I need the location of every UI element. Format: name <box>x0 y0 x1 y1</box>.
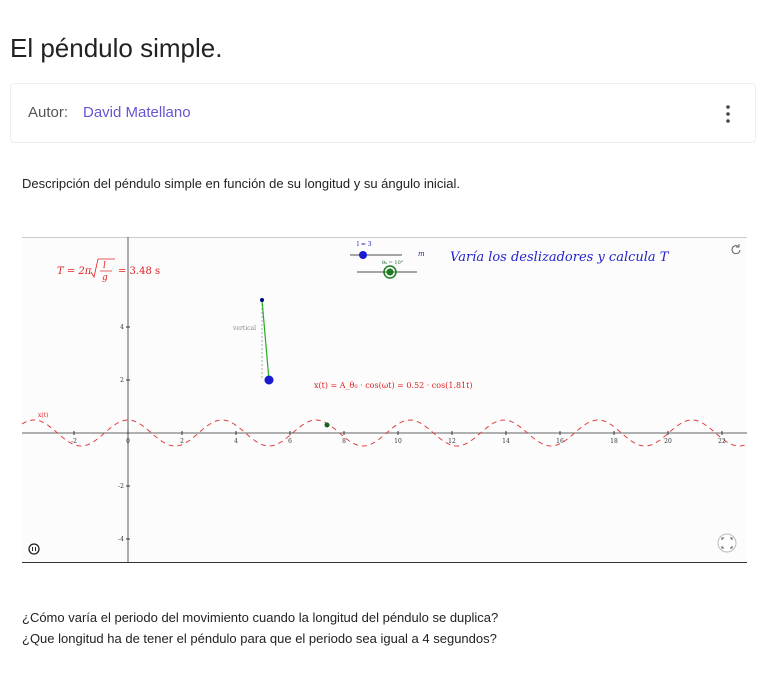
formula-lhs: T = 2π <box>57 266 92 277</box>
x-tick-label: 22 <box>718 438 726 445</box>
radical <box>90 258 115 279</box>
x-tick-label: 8 <box>342 438 346 445</box>
x-tick-label: 6 <box>288 438 292 445</box>
author-label: Autor: <box>28 104 69 121</box>
position-formula: x(t) = A_θ₀ · cos(ωt) = 0.52 · cos(1.81t… <box>314 381 472 390</box>
unit: m <box>418 250 425 258</box>
slider-handle[interactable] <box>383 265 397 279</box>
x-tick-label: 0 <box>126 438 130 445</box>
x-tick-label: 12 <box>448 438 456 445</box>
axes <box>22 237 747 563</box>
slider-handle[interactable] <box>359 251 367 259</box>
x-tick-label: 2 <box>180 438 184 445</box>
question: ¿Cómo varía el periodo del movimiento cu… <box>22 610 499 625</box>
position-curve <box>22 419 747 447</box>
formula-num: l <box>103 261 106 271</box>
string <box>261 299 270 381</box>
pivot <box>260 298 264 302</box>
page-title: El péndulo simple. <box>10 33 223 63</box>
author-link[interactable]: David Matellano <box>83 104 191 121</box>
author-card <box>10 83 756 143</box>
applet: T = 2π l g = 3.48 s l = 3 θ₀ = 10° m Var… <box>22 237 747 563</box>
x-tick-label: 14 <box>502 438 510 445</box>
slider-label: l = 3 <box>357 241 372 248</box>
formula-den: g <box>102 273 108 283</box>
fullscreen-button[interactable] <box>717 533 737 553</box>
x-tick-label: -2 <box>71 438 77 445</box>
curve-label: x(t) <box>38 412 48 419</box>
y-tick-label: -2 <box>118 483 124 490</box>
instruction: Varía los deslizadores y calcula T <box>450 250 670 265</box>
bob[interactable] <box>264 375 274 385</box>
applet-bg <box>22 237 747 563</box>
slider-label: θ₀ = 10° <box>382 260 404 266</box>
formula-rhs: = 3.48 s <box>118 266 160 277</box>
fullscreen-icon <box>721 537 733 549</box>
x-tick-label: 16 <box>556 438 564 445</box>
more-menu[interactable] <box>724 104 732 124</box>
x-tick-label: 10 <box>394 438 402 445</box>
point <box>324 422 330 428</box>
pause-button[interactable] <box>28 543 40 555</box>
slider-handle <box>386 268 394 276</box>
vertical-label: vertical <box>232 325 256 332</box>
y-tick-label: -4 <box>118 536 124 543</box>
description: Descripción del péndulo simple en funció… <box>22 176 460 191</box>
x-tick-label: 20 <box>664 438 672 445</box>
y-tick-label: 4 <box>120 324 124 331</box>
y-tick-label: 2 <box>120 377 124 384</box>
x-tick-label: 4 <box>234 438 238 445</box>
question: ¿Que longitud ha de tener el péndulo par… <box>22 631 497 646</box>
x-tick-label: 18 <box>610 438 618 445</box>
reset-button[interactable] <box>731 244 741 255</box>
